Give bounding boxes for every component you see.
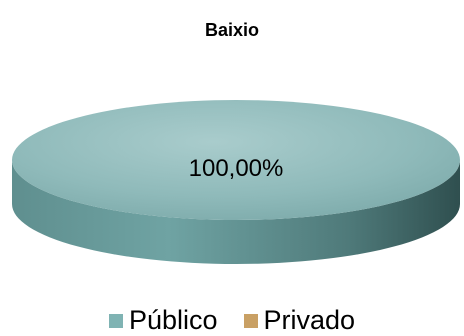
legend-item-privado: Privado <box>243 305 356 336</box>
legend-label-privado: Privado <box>263 305 356 335</box>
pie-slice-publico <box>12 100 460 220</box>
chart-title: Baixio <box>204 20 260 40</box>
data-label-publico: 100,00% <box>189 155 284 182</box>
legend-item-publico: Público <box>108 305 218 336</box>
pie-slice-side <box>12 160 460 264</box>
legend-label-publico: Público <box>128 305 218 335</box>
legend: Público Privado <box>0 305 464 336</box>
legend-swatch-publico <box>108 313 123 328</box>
legend-swatch-privado <box>243 313 258 328</box>
